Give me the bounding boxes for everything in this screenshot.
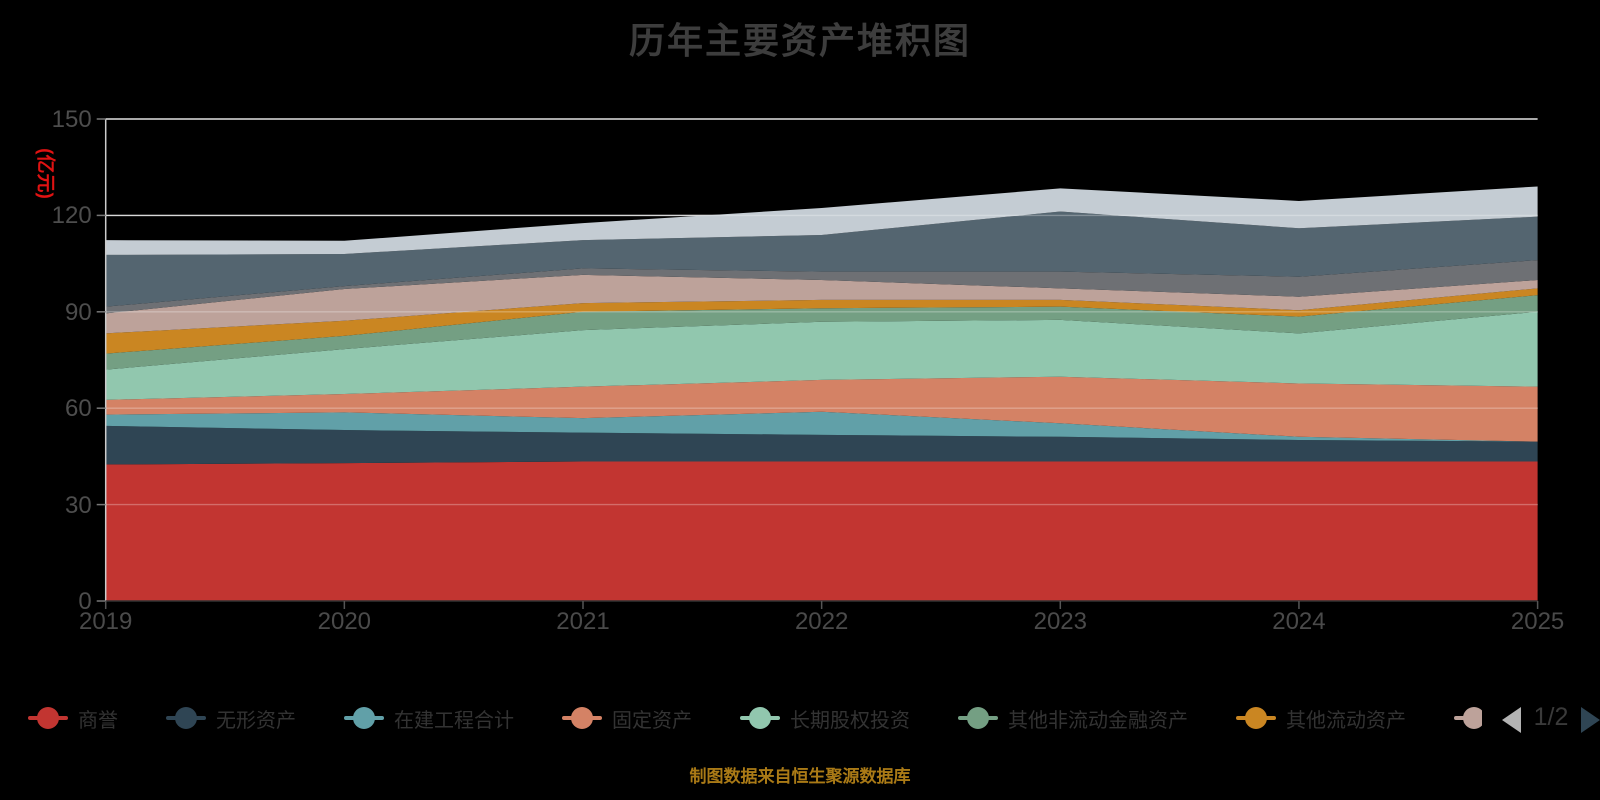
x-axis-label: 2024 bbox=[1272, 608, 1326, 635]
legend-line-circle-icon bbox=[562, 707, 602, 729]
y-axis-label: 30 bbox=[64, 491, 92, 519]
legend-item-label: 长期股权投资 bbox=[790, 709, 910, 732]
legend-item-其他流动资产[interactable]: 其他流动资产 bbox=[1236, 704, 1406, 733]
legend-item-label: 在建工程合计 bbox=[394, 709, 514, 732]
legend-line-circle-icon bbox=[28, 707, 68, 729]
legend: 商誉 无形资产 在建工程合计 固定资产 长期股权投资 其他非流动金融资产 其他流动资产 bbox=[28, 702, 1482, 734]
legend-line-circle-icon bbox=[958, 707, 998, 729]
y-axis-label: 120 bbox=[51, 202, 92, 230]
area-series-10 bbox=[105, 186, 1538, 255]
legend-line-circle-icon bbox=[740, 707, 780, 729]
x-axis-label: 2022 bbox=[794, 608, 849, 635]
y-axis-label: 90 bbox=[64, 298, 92, 326]
area-series-9 bbox=[105, 211, 1538, 307]
area-series-1 bbox=[105, 425, 1538, 465]
legend-item-label: 其他流动资产 bbox=[1286, 709, 1406, 732]
legend-line-circle-icon bbox=[166, 707, 206, 729]
legend-item-商誉[interactable]: 商誉 bbox=[28, 704, 118, 733]
legend-line-circle-icon bbox=[344, 707, 384, 729]
area-series-2 bbox=[105, 411, 1538, 442]
x-axis-label: 2020 bbox=[317, 608, 372, 635]
legend-item-其他非流动金融资产[interactable]: 其他非流动金融资产 bbox=[958, 704, 1188, 733]
area-series-4 bbox=[105, 311, 1538, 400]
legend-item-series-7[interactable] bbox=[1454, 707, 1482, 729]
area-series-7 bbox=[105, 274, 1538, 334]
y-axis-label: 60 bbox=[64, 395, 92, 423]
y-axis-label: 150 bbox=[51, 106, 92, 133]
legend-next-page-arrow-icon[interactable] bbox=[1581, 707, 1600, 733]
area-series-8 bbox=[105, 260, 1538, 314]
x-axis-label: 2019 bbox=[78, 608, 133, 635]
legend-item-固定资产[interactable]: 固定资产 bbox=[562, 704, 692, 733]
data-source-note: 制图数据来自恒生聚源数据库 bbox=[689, 767, 911, 786]
legend-line-circle-icon bbox=[1454, 707, 1482, 729]
legend-item-无形资产[interactable]: 无形资产 bbox=[166, 704, 296, 733]
area-series-3 bbox=[105, 376, 1538, 442]
area-series-5 bbox=[105, 295, 1538, 370]
legend-item-label: 其他非流动金融资产 bbox=[1008, 709, 1188, 732]
area-series-6 bbox=[105, 288, 1538, 354]
x-axis-label: 2025 bbox=[1510, 608, 1565, 635]
x-axis-label: 2023 bbox=[1033, 608, 1087, 635]
x-axis-label: 2021 bbox=[556, 608, 610, 635]
legend-item-label: 固定资产 bbox=[612, 709, 692, 732]
legend-item-长期股权投资[interactable]: 长期股权投资 bbox=[740, 704, 910, 733]
legend-item-在建工程合计[interactable]: 在建工程合计 bbox=[344, 704, 514, 733]
y-axis-label: 0 bbox=[78, 588, 92, 615]
legend-item-label: 商誉 bbox=[78, 709, 118, 732]
area-series-0 bbox=[105, 461, 1538, 601]
chart-title: 历年主要资产堆积图 bbox=[628, 20, 971, 61]
legend-line-circle-icon bbox=[1236, 707, 1276, 729]
legend-page-indicator: 1/2 bbox=[1533, 703, 1569, 731]
legend-item-label: 无形资产 bbox=[216, 709, 296, 732]
legend-prev-page-arrow-icon[interactable] bbox=[1502, 707, 1521, 733]
